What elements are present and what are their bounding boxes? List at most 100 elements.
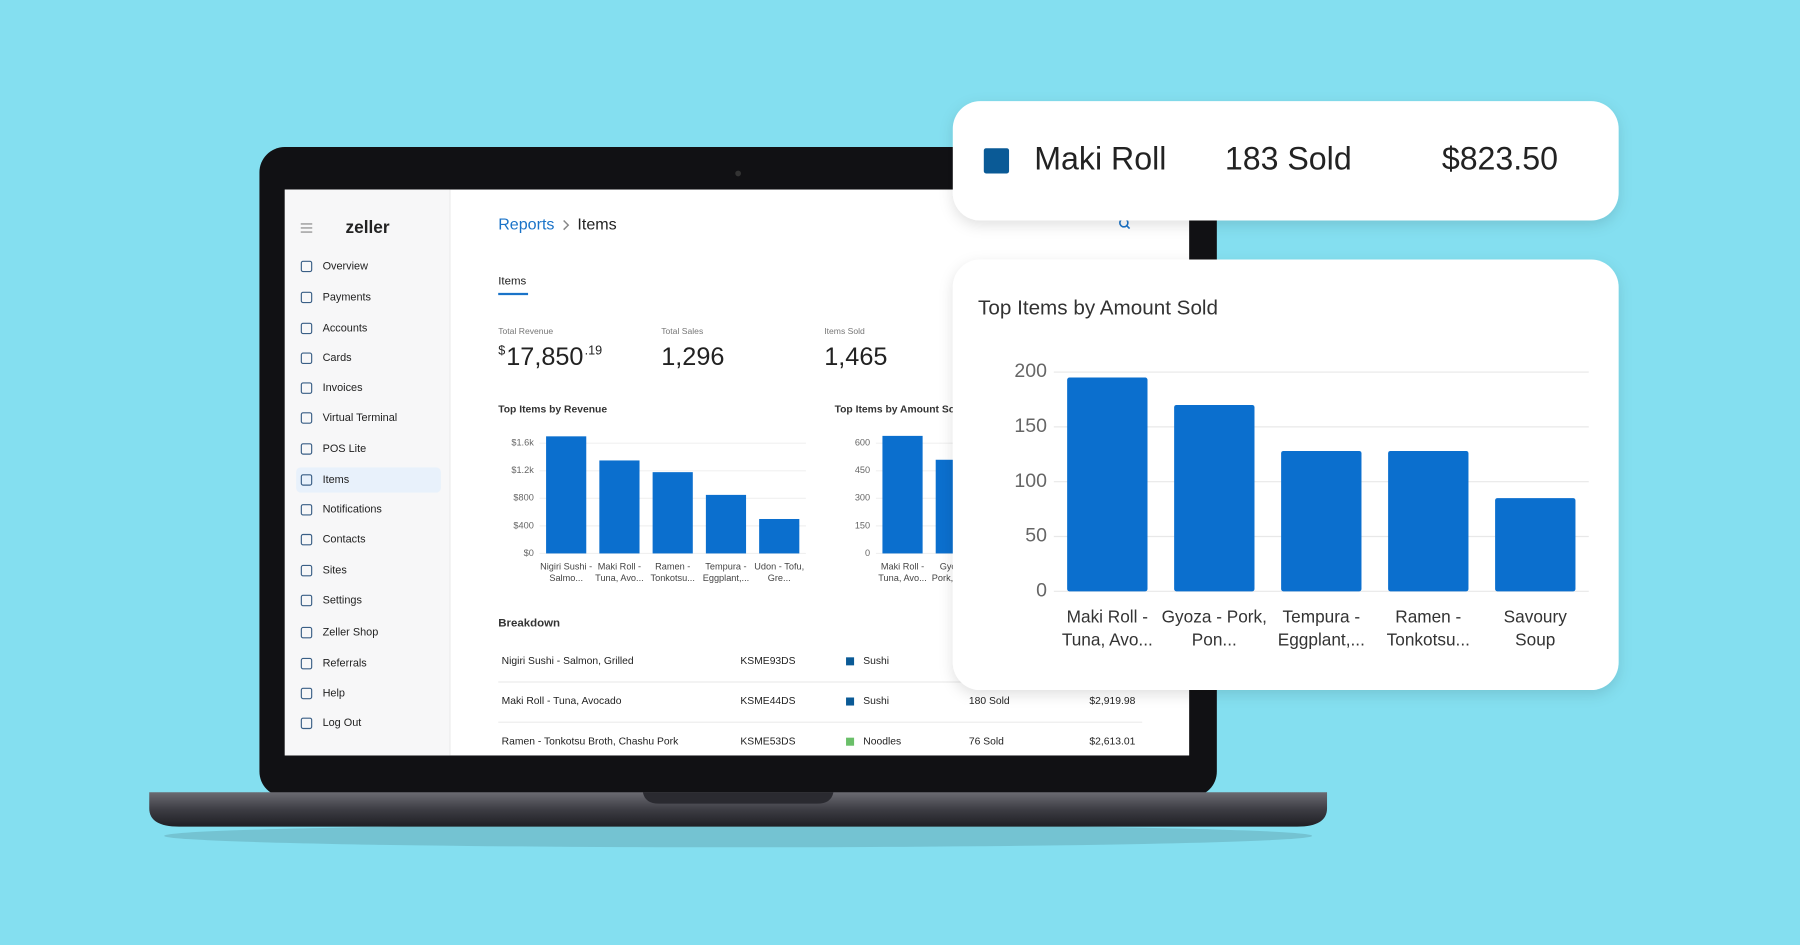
category-swatch <box>846 697 855 706</box>
y-tick-label: $1.6k <box>511 438 534 448</box>
nav-item[interactable]: Referrals <box>323 658 368 670</box>
x-tick-label-box: Maki Roll - Tuna, Avo... <box>878 561 927 584</box>
bar <box>546 436 587 554</box>
x-tick-label-box: Ramen - Tonkotsu... <box>650 561 695 584</box>
chart-title: Top Items by Amount Sold <box>978 296 1218 319</box>
row-sku: KSME53DS <box>740 736 795 747</box>
nav-icon <box>300 412 313 424</box>
nav-icon <box>300 382 313 394</box>
breakdown-title: Breakdown <box>498 617 560 629</box>
x-tick-label-box: Savoury Soup <box>1503 607 1567 651</box>
nav-item[interactable]: Virtual Terminal <box>323 412 398 424</box>
nav-item[interactable]: Sites <box>323 565 348 577</box>
chart-title: Top Items by Revenue <box>498 405 607 416</box>
nav-item[interactable]: Cards <box>323 352 353 364</box>
nav-icon <box>300 474 313 486</box>
nav-icon <box>300 322 313 335</box>
y-tick-label: 150 <box>1014 415 1047 437</box>
laptop-shadow <box>164 824 1313 848</box>
bar <box>1174 404 1255 592</box>
nav-icon <box>300 594 313 607</box>
bar <box>1495 498 1576 592</box>
stat-value: 1,465 <box>824 343 887 371</box>
nav-icon <box>300 687 313 700</box>
x-tick-label: Savoury Soup <box>1503 607 1567 651</box>
y-tick-label: 300 <box>855 493 870 503</box>
nav-item[interactable]: Items <box>323 474 350 486</box>
row-sold: 76 Sold <box>969 736 1004 747</box>
y-tick-label: $1.2k <box>511 465 534 475</box>
nav-item[interactable]: Contacts <box>323 534 367 546</box>
y-tick-label: $400 <box>513 520 533 530</box>
nav-item[interactable]: Settings <box>323 594 363 606</box>
nav-icon <box>300 260 313 273</box>
y-tick-label: 0 <box>865 548 870 558</box>
logo: zeller <box>346 217 390 237</box>
nav-icon <box>300 533 313 546</box>
row-revenue: $2,613.01 <box>1089 736 1135 747</box>
tooltip-card <box>952 101 1619 221</box>
x-tick-label: Maki Roll - Tuna, Avo... <box>878 561 927 584</box>
nav-item[interactable]: POS Lite <box>323 443 367 455</box>
bar <box>705 494 747 554</box>
x-tick-label-box: Maki Roll - Tuna, Avo... <box>595 561 644 584</box>
tab[interactable]: Items <box>498 275 526 287</box>
nav-icon <box>300 564 313 577</box>
row-category: Sushi <box>863 656 889 667</box>
stat-cents: .19 <box>585 344 603 358</box>
bar <box>652 472 693 554</box>
nav-item[interactable]: Notifications <box>323 504 383 516</box>
breadcrumb-current: Items <box>577 215 616 233</box>
category-swatch <box>846 657 855 666</box>
x-tick-label: Ramen - Tonkotsu... <box>650 561 695 584</box>
overlay-cards: Maki Roll 183 Sold $823.50 Top Items by … <box>952 101 1619 691</box>
nav-icon <box>300 352 313 365</box>
row-category: Noodles <box>863 736 901 747</box>
nav-icon <box>300 291 313 304</box>
stat-label: Items Sold <box>824 326 865 336</box>
laptop-base <box>149 792 1328 827</box>
row-item: Maki Roll - Tuna, Avocado <box>502 696 622 707</box>
row-sold: 180 Sold <box>969 696 1010 707</box>
x-tick-label-box: Tempura - Eggplant,... <box>703 561 749 583</box>
y-tick-label: $800 <box>513 493 533 503</box>
row-item: Nigiri Sushi - Salmon, Grilled <box>502 656 634 667</box>
nav-item[interactable]: Payments <box>323 291 372 303</box>
row-item: Ramen - Tonkotsu Broth, Chashu Pork <box>502 736 679 747</box>
y-tick-label: 600 <box>855 438 870 448</box>
y-tick-label: 50 <box>1025 525 1047 547</box>
tooltip-sold: 183 Sold <box>1225 140 1352 176</box>
tooltip-revenue: $823.50 <box>1442 140 1558 176</box>
nav-item[interactable]: Overview <box>323 260 369 272</box>
nav-item[interactable]: Accounts <box>323 322 368 334</box>
x-tick-label: Udon - Tofu, Gre... <box>754 561 805 584</box>
menu-icon <box>300 223 313 233</box>
y-tick-label: 0 <box>1036 579 1047 601</box>
x-tick-label-box: Udon - Tofu, Gre... <box>754 561 805 584</box>
x-tick-label: Maki Roll - Tuna, Avo... <box>595 561 644 584</box>
active-item-bg <box>296 467 441 493</box>
bar <box>1281 450 1362 592</box>
x-tick-label-box: Ramen - Tonkotsu... <box>1387 607 1470 650</box>
laptop-notch <box>642 792 834 804</box>
bar <box>759 518 800 554</box>
y-tick-label: 200 <box>1014 360 1047 382</box>
chart-title: Top Items by Amount Sold <box>835 405 965 416</box>
x-tick-label: Nigiri Sushi - Salmo... <box>540 561 593 584</box>
nav-item[interactable]: Zeller Shop <box>323 627 379 639</box>
nav-item[interactable]: Help <box>323 687 345 699</box>
nav-icon <box>300 504 313 516</box>
nav-item[interactable]: Log Out <box>323 717 362 729</box>
bar <box>1388 450 1469 592</box>
breadcrumb-chevron <box>563 219 570 231</box>
row-sku: KSME44DS <box>740 696 795 707</box>
nav-icon <box>300 626 313 639</box>
x-tick-label: Gyoza - Pork, Pon... <box>1161 607 1267 651</box>
nav-item[interactable]: Invoices <box>323 382 364 394</box>
stat-value: 17,850 <box>506 343 583 371</box>
y-tick-label: 100 <box>1014 470 1047 492</box>
x-tick-label-box: Maki Roll - Tuna, Avo... <box>1062 607 1153 650</box>
breadcrumb-link[interactable]: Reports <box>498 215 554 233</box>
row-revenue: $2,919.98 <box>1089 696 1135 707</box>
